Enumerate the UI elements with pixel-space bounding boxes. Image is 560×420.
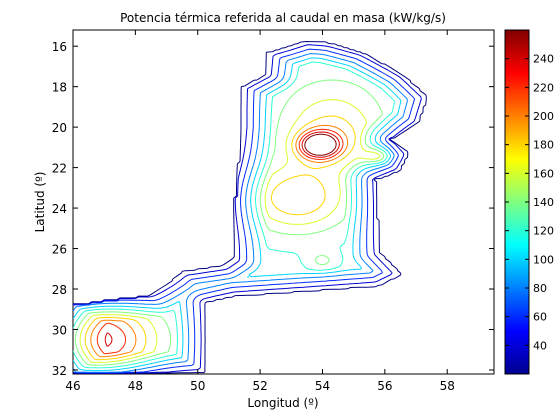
- y-tick-label: 20: [52, 121, 67, 135]
- colorbar-tick-label: 220: [533, 81, 554, 94]
- x-tick-label: 58: [440, 379, 455, 393]
- y-tick-label: 24: [52, 202, 67, 216]
- contour-level-160: [79, 99, 380, 363]
- colorbar-tick-label: 240: [533, 53, 554, 66]
- x-tick-label: 54: [315, 379, 330, 393]
- contour-level-40: [73, 44, 422, 374]
- colorbar-tick-label: 160: [533, 167, 554, 180]
- x-axis-label: Longitud (º): [247, 396, 318, 410]
- chart-title: Potencia térmica referida al caudal en m…: [120, 11, 446, 25]
- colorbar-tick-label: 100: [533, 253, 554, 266]
- y-tick-label: 22: [52, 162, 67, 176]
- colorbar-ticks: 40 60 80 100 120 140 160 180 200 220 240: [505, 53, 554, 352]
- contour-level-240: [104, 131, 340, 347]
- y-tick-label: 16: [52, 40, 67, 54]
- contour-level-260: [304, 133, 337, 156]
- colorbar-tick-label: 200: [533, 110, 554, 123]
- contour-level-120: [73, 61, 395, 369]
- contour-level-140: [74, 79, 385, 366]
- contour-lines: [73, 41, 427, 374]
- y-tick-label: 26: [52, 243, 67, 257]
- contour-level-100: [73, 57, 402, 372]
- y-axis: 16 18 20 22 24 26 28 30 32: [52, 40, 494, 378]
- colorbar-tick-label: 40: [533, 339, 547, 352]
- x-tick-label: 52: [252, 379, 267, 393]
- y-tick-label: 28: [52, 283, 67, 297]
- colorbar-tick-label: 120: [533, 225, 554, 238]
- contour-level-80: [73, 53, 408, 373]
- y-axis-label: Latitud (º): [33, 172, 47, 233]
- x-tick-label: 56: [377, 379, 392, 393]
- x-tick-label: 50: [190, 379, 205, 393]
- contour-level-180: [84, 115, 356, 361]
- colorbar-tick-label: 180: [533, 139, 554, 152]
- y-tick-label: 30: [52, 323, 67, 337]
- x-axis: 46 48 50 52 54 56 58: [65, 30, 455, 393]
- contour-level-20: [73, 41, 427, 374]
- y-tick-label: 32: [52, 364, 67, 378]
- x-tick-label: 48: [128, 379, 143, 393]
- colorbar-tick-label: 140: [533, 196, 554, 209]
- plot-area: [72, 29, 495, 375]
- contour-level-60: [73, 48, 416, 374]
- y-tick-label: 18: [52, 81, 67, 95]
- colorbar-tick-label: 80: [533, 282, 547, 295]
- colorbar-tick-label: 60: [533, 311, 547, 324]
- contour-level-220: [96, 128, 344, 355]
- x-tick-label: 46: [65, 379, 80, 393]
- contour-level-200: [90, 124, 349, 358]
